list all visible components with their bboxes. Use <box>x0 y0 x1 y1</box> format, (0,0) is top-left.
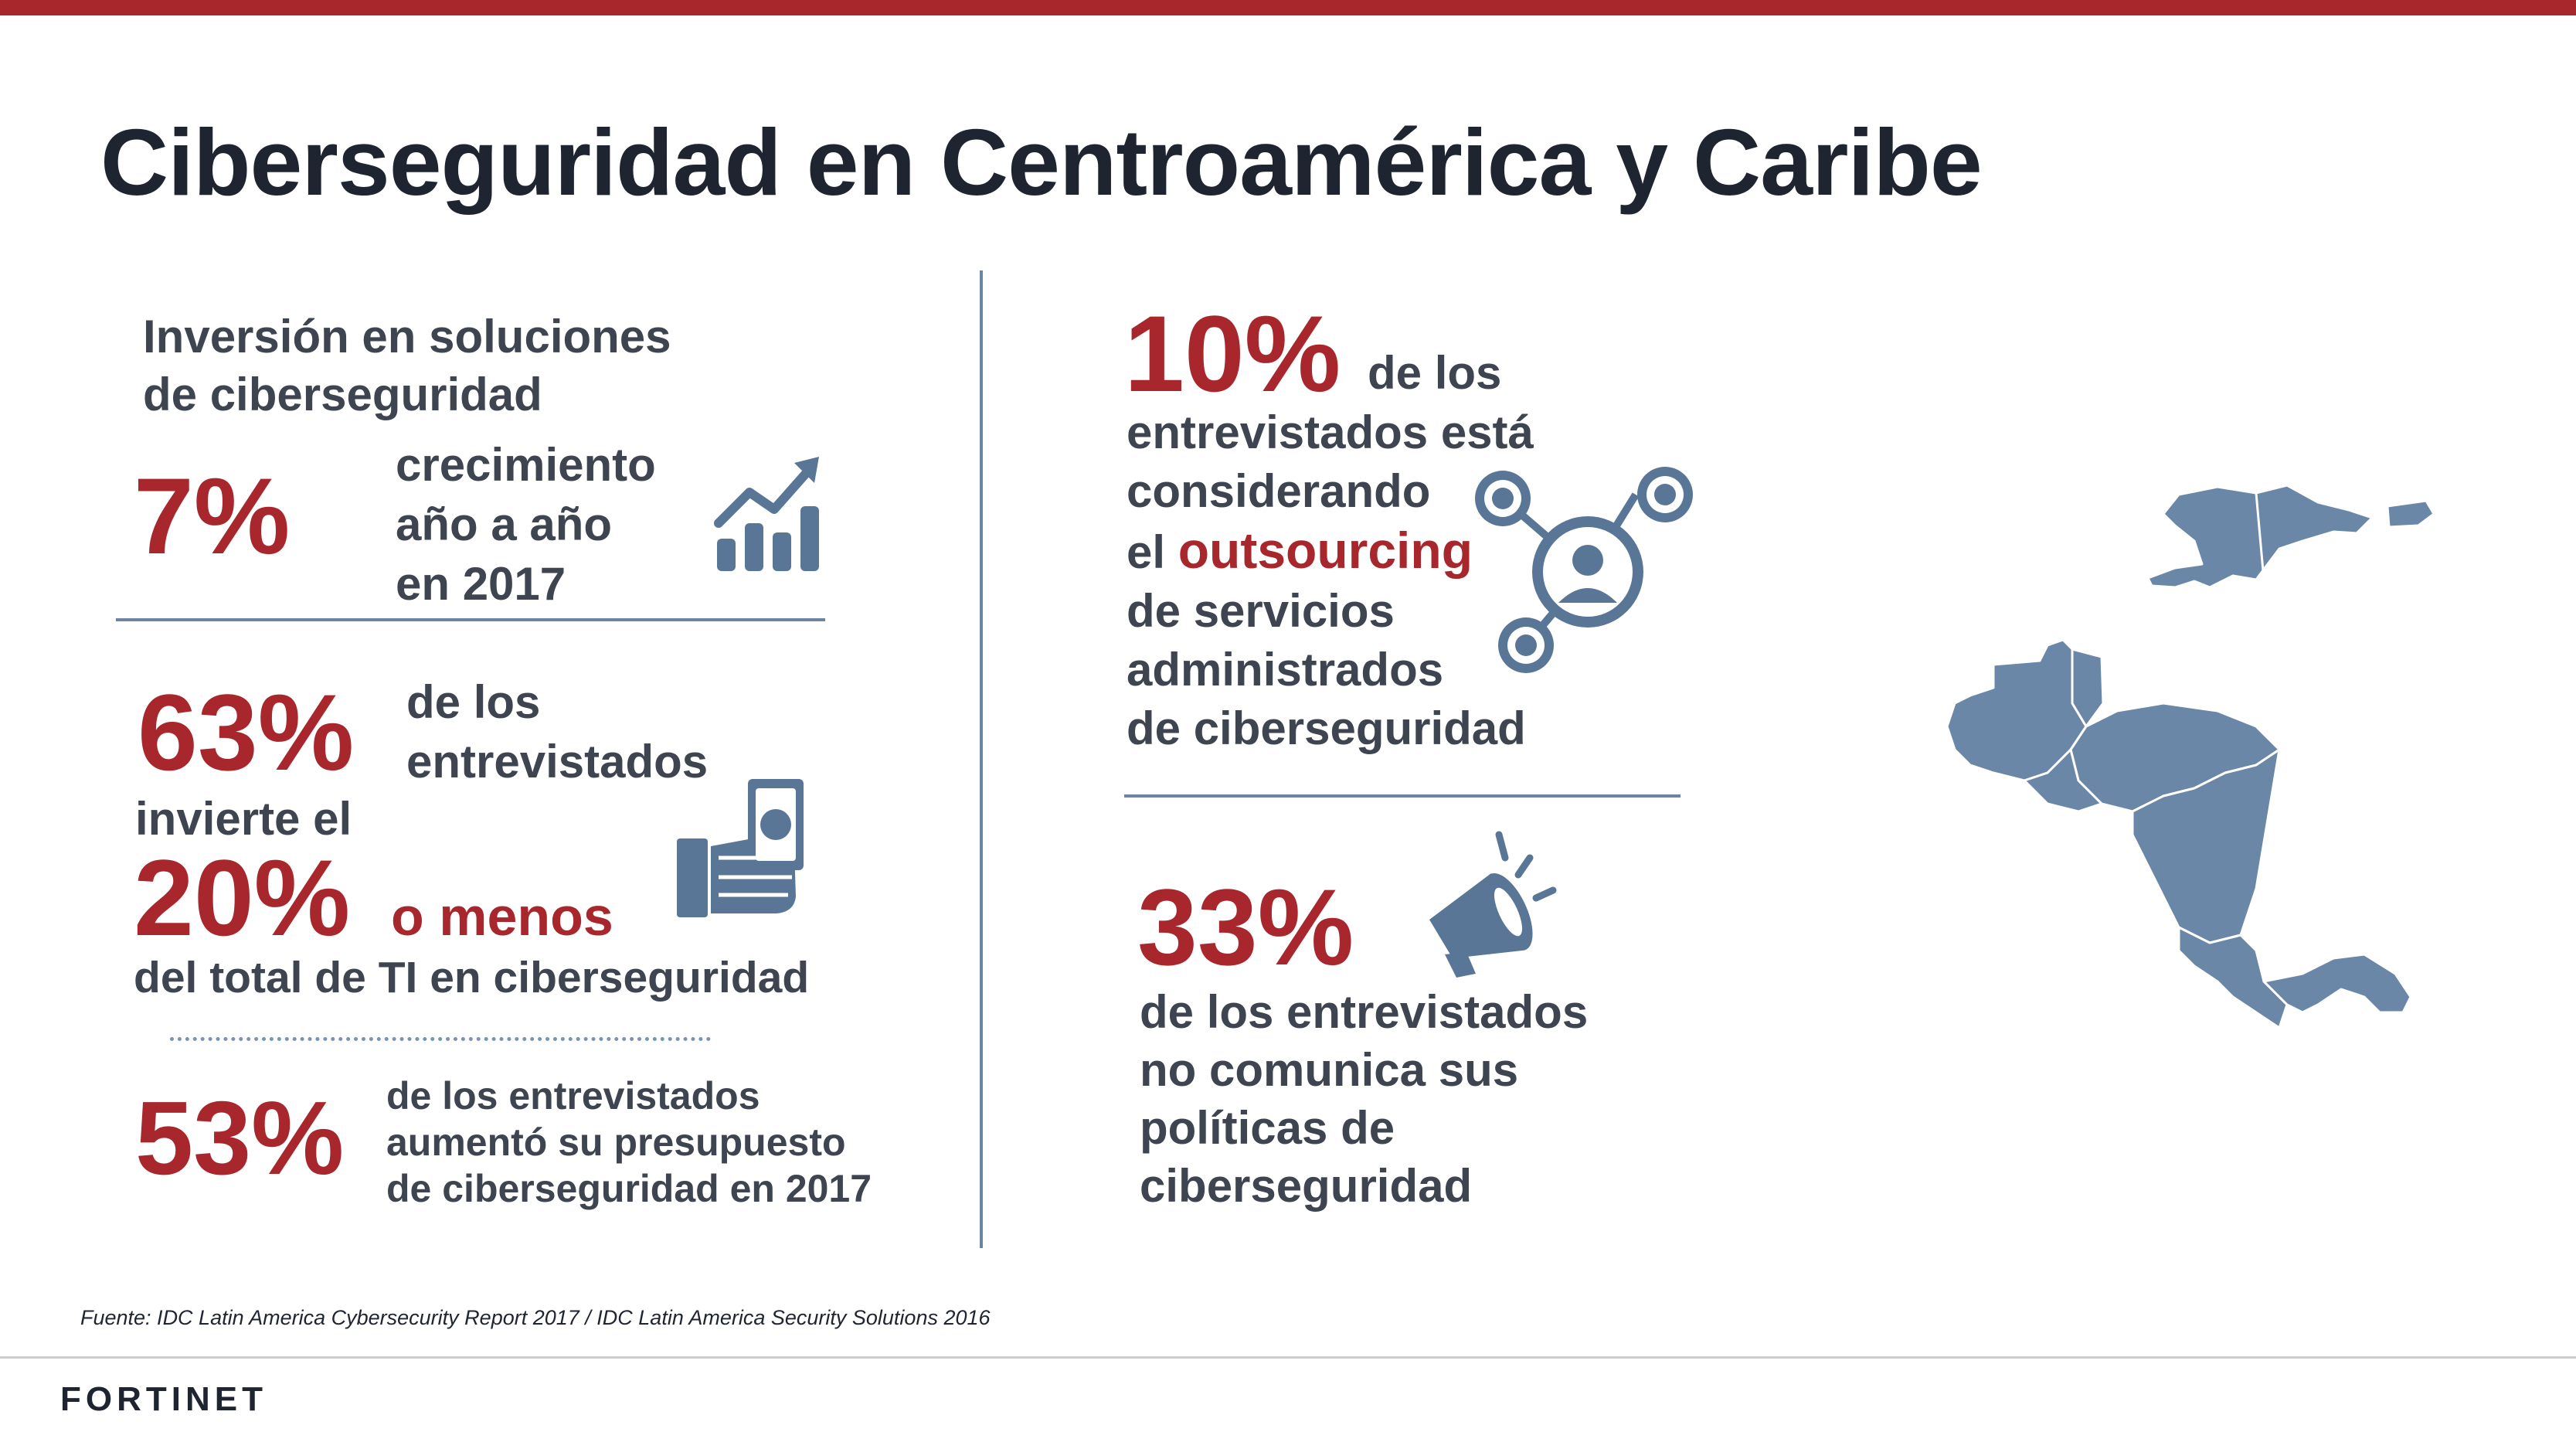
stat-53-value: 53% <box>135 1080 345 1196</box>
megaphone-icon <box>1429 831 1557 978</box>
stat-10-line4: el outsourcing <box>1127 521 1534 582</box>
stat-7-text: crecimiento año a año en 2017 <box>396 435 656 614</box>
divider-3 <box>1124 794 1681 798</box>
stat-53-text: de los entrevistados aumentó su presupue… <box>386 1073 872 1212</box>
stat-33-line3: políticas de <box>1140 1102 1395 1154</box>
stat-63-line1: de los <box>406 676 541 728</box>
stat-33-line4: ciberseguridad <box>1140 1160 1473 1212</box>
stat-63-value: 63% <box>138 672 355 793</box>
investment-heading: Inversión en soluciones de cibersegurida… <box>143 308 671 423</box>
central-america-caribbean-map <box>1946 484 2435 1029</box>
stat-10-line4-prefix: el <box>1127 526 1166 578</box>
stat-63-text: de los entrevistados <box>406 672 708 791</box>
stat-10-line3: considerando <box>1127 465 1431 517</box>
stat-10-line1: de los <box>1368 347 1502 399</box>
stat-33-line2: no comunica sus <box>1140 1044 1519 1096</box>
stat-63-line2: entrevistados <box>406 736 709 787</box>
fortinet-logo: FORTINET <box>60 1380 267 1418</box>
stat-7-value: 7% <box>134 455 291 577</box>
outsourcing-highlight: outsourcing <box>1178 522 1473 579</box>
stat-53-line2: aumentó su presupuesto <box>386 1121 846 1164</box>
stat-10-value: 10% <box>1124 293 1341 414</box>
stat-33-line1: de los entrevistados <box>1140 986 1589 1038</box>
stat-7-line3: en 2017 <box>396 558 566 610</box>
stat-53-line1: de los entrevistados <box>386 1074 760 1117</box>
stat-7-line1: crecimiento <box>396 439 656 491</box>
stat-7-line2: año a año <box>396 498 613 550</box>
growth-chart-icon <box>714 457 819 571</box>
top-accent-bar <box>0 0 2576 15</box>
network-user-icon <box>1475 467 1693 673</box>
stat-10-text: entrevistados está considerando el outso… <box>1127 403 1534 758</box>
stat-63-line4: del total de TI en ciberseguridad <box>134 953 810 1002</box>
investment-heading-line2: de ciberseguridad <box>143 369 542 420</box>
stat-10-line7: de ciberseguridad <box>1127 702 1526 754</box>
column-divider <box>980 270 983 1248</box>
investment-heading-line1: Inversión en soluciones <box>143 311 671 362</box>
footer-divider <box>0 1356 2576 1359</box>
stat-10-line6: administrados <box>1127 644 1444 696</box>
stat-10-line5: de servicios <box>1127 585 1395 637</box>
stat-20-value: 20% <box>134 837 351 958</box>
divider-1 <box>116 618 825 621</box>
page-title: Ciberseguridad en Centroamérica y Caribe <box>100 110 1983 215</box>
stat-33-value: 33% <box>1137 866 1354 988</box>
money-hand-icon <box>677 779 804 917</box>
stat-20-suffix: o menos <box>391 886 613 947</box>
divider-2 <box>170 1037 711 1041</box>
stat-33-text: de los entrevistados no comunica sus pol… <box>1140 983 1588 1215</box>
stat-10-line2: entrevistados está <box>1127 406 1534 458</box>
source-note: Fuente: IDC Latin America Cybersecurity … <box>80 1306 991 1329</box>
stat-53-line3: de ciberseguridad en 2017 <box>386 1167 872 1210</box>
stat-63-line3: invierte el <box>135 793 352 845</box>
